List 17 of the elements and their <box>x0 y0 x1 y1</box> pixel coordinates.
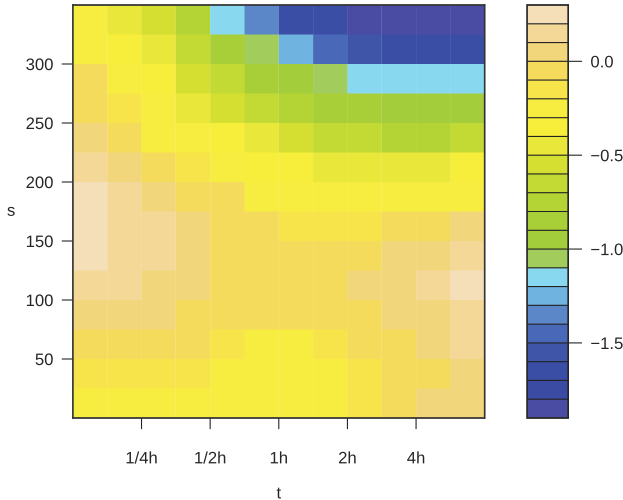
y-tick-label: 100 <box>26 294 53 306</box>
color-bar-label: 0.0 <box>591 56 613 68</box>
y-tick-label: 50 <box>36 353 53 366</box>
color-bar-label: −1.5 <box>591 337 623 350</box>
color-bar-label: −0.5 <box>591 150 623 162</box>
x-tick-label: 1h <box>270 451 287 464</box>
x-tick-label: 1/4h <box>126 451 157 464</box>
x-axis-title: t <box>276 488 281 499</box>
y-axis-title: s <box>7 206 15 216</box>
x-tick-label: 1/2h <box>195 451 226 464</box>
y-tick-label: 250 <box>26 117 53 130</box>
y-tick-label: 150 <box>26 235 53 248</box>
y-tick-label: 200 <box>26 176 53 188</box>
color-bar-label: −1.0 <box>591 243 623 256</box>
y-tick-label: 300 <box>26 58 53 70</box>
x-tick-label: 4h <box>407 451 424 464</box>
x-tick-label: 2h <box>338 451 356 464</box>
